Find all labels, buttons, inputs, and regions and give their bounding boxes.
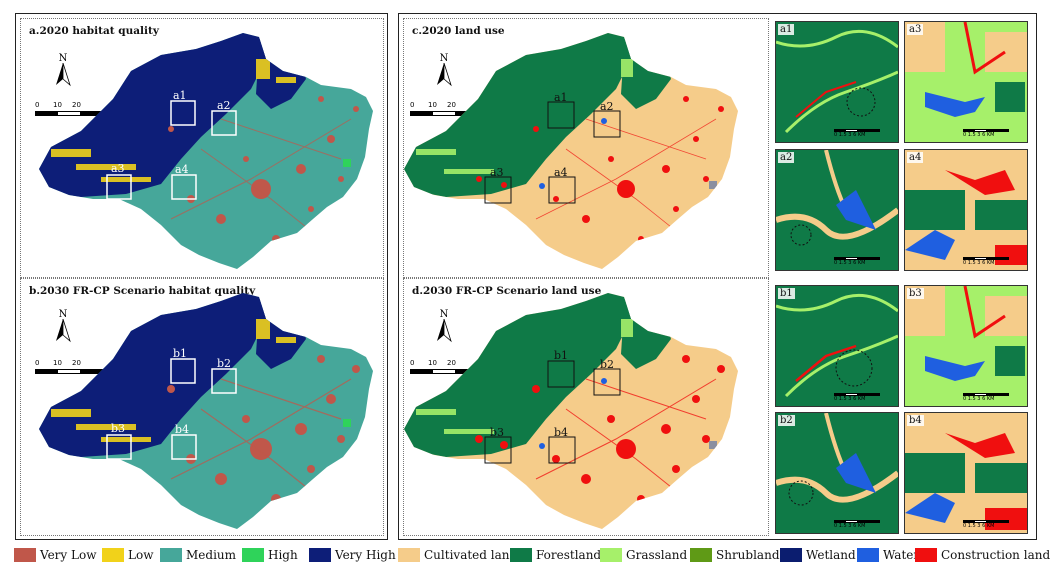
inset-a2: a2 0 1.5 3 6 KM: [775, 149, 899, 271]
box-label-2: b2: [600, 358, 615, 371]
inset-b1: b1 0 1.5 3 6 KM: [775, 285, 899, 407]
north-arrow-icon: N: [51, 309, 75, 345]
box-label-4: b4: [554, 426, 569, 439]
legend-item: Low: [102, 546, 153, 564]
inset-b4: b4 0 1.5 3 6 KM: [904, 412, 1028, 534]
legend-item: Cultivated land: [398, 546, 517, 564]
legend-swatch: [600, 548, 622, 562]
panel-c-landuse-2020: c.2020 land use N 0102040KM: [403, 18, 769, 278]
legend-item: Forestland: [510, 546, 601, 564]
box-label-1: a1: [173, 89, 187, 102]
box-label-3: a3: [490, 166, 504, 179]
panel-title: b.2030 FR-CP Scenario habitat quality: [29, 285, 256, 297]
legend-swatch: [102, 548, 124, 562]
habitat-map: [39, 293, 373, 529]
legend-swatch: [309, 548, 331, 562]
legend-swatch: [398, 548, 420, 562]
legend-item: Wetland: [780, 546, 856, 564]
panel-title: d.2030 FR-CP Scenario land use: [412, 285, 602, 297]
panel-title: c.2020 land use: [412, 25, 505, 37]
north-arrow-icon: N: [432, 309, 456, 345]
box-label-2: a2: [217, 99, 231, 112]
inset-a4: a4 0 1.5 3 6 KM: [904, 149, 1028, 271]
legend-swatch: [14, 548, 36, 562]
box-label-3: b3: [490, 426, 505, 439]
inset-a3: a3 0 1.5 3 6 KM: [904, 21, 1028, 143]
legend-item: Grassland: [600, 546, 687, 564]
map-legend: Very Low Low Medium High Very High Culti…: [0, 544, 1060, 568]
box-label-2: b2: [217, 357, 232, 370]
box-label-4: a4: [175, 163, 189, 176]
legend-swatch: [915, 548, 937, 562]
legend-item: Very Low: [14, 546, 96, 564]
legend-item: Construction land: [915, 546, 1050, 564]
legend-item: Shrubland: [690, 546, 780, 564]
box-label-3: a3: [111, 162, 125, 175]
legend-swatch: [857, 548, 879, 562]
box-label-4: b4: [175, 423, 190, 436]
inset-a1: a1 0 1.5 3 6 KM: [775, 21, 899, 143]
legend-item: Very High: [309, 546, 396, 564]
panel-d-landuse-2030: d.2030 FR-CP Scenario land use N 0102040…: [403, 278, 769, 536]
land-use-map: [404, 33, 738, 269]
land-use-frame: c.2020 land use N 0102040KM: [398, 13, 1037, 540]
legend-swatch: [160, 548, 182, 562]
legend-swatch: [780, 548, 802, 562]
north-arrow-icon: N: [51, 53, 75, 89]
habitat-quality-frame: a.2020 habitat quality N 0102040KM: [15, 13, 388, 540]
panel-a-habitat-2020: a.2020 habitat quality N 0102040KM: [20, 18, 384, 278]
inset-b2: b2 0 1.5 3 6 KM: [775, 412, 899, 534]
legend-swatch: [690, 548, 712, 562]
panel-title: a.2020 habitat quality: [29, 25, 159, 37]
legend-swatch: [510, 548, 532, 562]
habitat-map: [39, 33, 373, 269]
north-arrow-icon: N: [432, 53, 456, 89]
legend-item: Water: [857, 546, 919, 564]
inset-b3: b3 0 1.5 3 6 KM: [904, 285, 1028, 407]
box-label-1: b1: [554, 349, 569, 362]
land-use-map: [404, 293, 738, 529]
panel-b-habitat-2030: b.2030 FR-CP Scenario habitat quality N …: [20, 278, 384, 536]
box-label-1: a1: [554, 91, 568, 104]
legend-item: High: [242, 546, 298, 564]
box-label-4: a4: [554, 166, 568, 179]
legend-swatch: [242, 548, 264, 562]
box-label-2: a2: [600, 100, 614, 113]
legend-item: Medium: [160, 546, 236, 564]
box-label-3: b3: [111, 422, 126, 435]
box-label-1: b1: [173, 347, 188, 360]
